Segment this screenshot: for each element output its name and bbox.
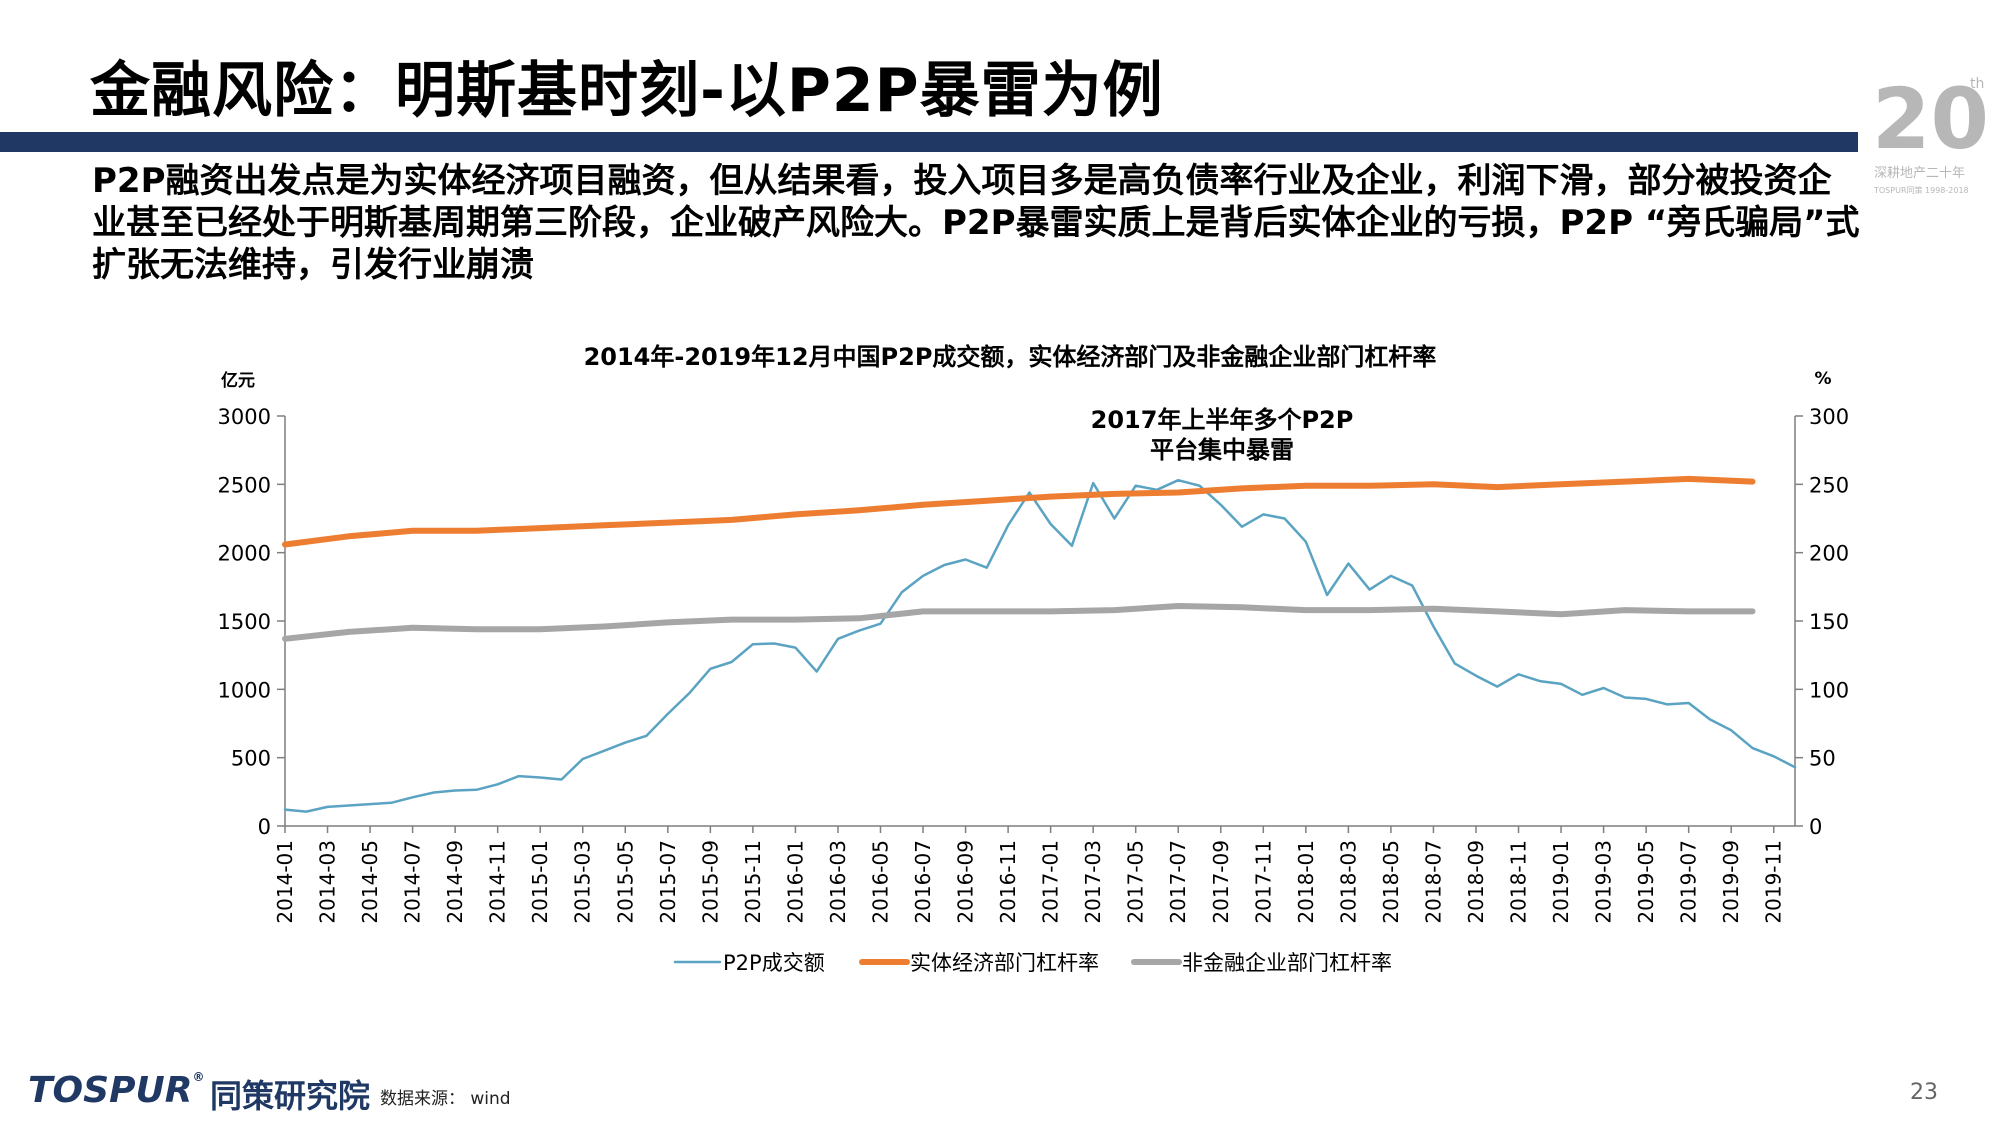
- x-tick-label: 2015-09: [698, 840, 722, 924]
- svg-text:TOSPUR同策 1998-2018: TOSPUR同策 1998-2018: [1873, 185, 1969, 195]
- left-tick-label: 500: [231, 747, 271, 771]
- left-axis-unit: 亿元: [221, 370, 255, 391]
- x-tick-label: 2019-09: [1719, 840, 1743, 924]
- data-source: 数据来源： wind: [380, 1089, 511, 1109]
- x-tick-label: 2018-07: [1421, 840, 1445, 924]
- left-tick-label: 2000: [218, 542, 271, 566]
- legend-label-3: 非金融企业部门杠杆率: [1182, 951, 1392, 975]
- x-tick-label: 2015-07: [656, 840, 680, 924]
- svg-text:深耕地产二十年: 深耕地产二十年: [1874, 165, 1965, 181]
- page-title: 金融风险：明斯基时刻-以P2P暴雷为例: [90, 56, 1164, 126]
- x-tick-label: 2018-05: [1379, 840, 1403, 924]
- x-tick-label: 2015-03: [571, 840, 595, 924]
- x-tick-label: 2017-11: [1251, 840, 1275, 924]
- x-tick-label: 2016-03: [826, 840, 850, 924]
- x-tick-label: 2018-09: [1464, 840, 1488, 924]
- footer-org-name: 同策研究院: [210, 1077, 371, 1115]
- x-tick-label: 2014-03: [316, 840, 340, 924]
- description-text: P2P融资出发点是为实体经济项目融资，但从结果看，投入项目多是高负债率行业及企业…: [92, 161, 1860, 285]
- right-tick-label: 150: [1809, 610, 1849, 634]
- svg-text:th: th: [1970, 76, 1984, 92]
- page-number: 23: [1910, 1080, 1938, 1105]
- right-tick-label: 300: [1809, 405, 1849, 429]
- left-tick-label: 0: [258, 815, 271, 839]
- x-tick-label: 2019-11: [1762, 840, 1786, 924]
- x-tick-label: 2017-07: [1166, 840, 1190, 924]
- series-line-3: [282, 603, 1756, 642]
- x-tick-label: 2017-03: [1081, 840, 1105, 924]
- tospur-logo: TOSPUR®: [28, 1070, 205, 1111]
- right-tick-label: 100: [1809, 678, 1849, 702]
- x-tick-label: 2019-03: [1592, 840, 1616, 924]
- x-tick-label: 2015-01: [528, 840, 552, 924]
- annotation-line-1: 2017年上半年多个P2P: [1091, 406, 1354, 434]
- x-tick-label: 2014-07: [401, 840, 425, 924]
- x-tick-label: 2018-11: [1507, 840, 1531, 924]
- x-tick-label: 2015-11: [741, 840, 765, 924]
- x-tick-label: 2017-01: [1039, 840, 1063, 924]
- right-tick-label: 0: [1809, 815, 1822, 839]
- annotation-line-2: 平台集中暴雷: [1150, 436, 1294, 464]
- left-tick-label: 2500: [218, 473, 271, 497]
- x-tick-label: 2016-09: [954, 840, 978, 924]
- legend: P2P成交额 实体经济部门杠杆率 非金融企业部门杠杆率: [673, 951, 1392, 975]
- x-tick-label: 2014-09: [443, 840, 467, 924]
- x-tick-label: 2018-01: [1294, 840, 1318, 924]
- x-tick-label: 2015-05: [613, 840, 637, 924]
- anniversary-logo: 20 th 深耕地产二十年 TOSPUR同策 1998-2018: [1870, 40, 1990, 200]
- x-tick-label: 2017-05: [1124, 840, 1148, 924]
- x-tick-label: 2016-07: [911, 840, 935, 924]
- series-line-1: [283, 478, 1797, 813]
- x-tick-label: 2019-07: [1677, 840, 1701, 924]
- svg-text:20: 20: [1872, 70, 1989, 168]
- x-tick-label: 2016-11: [996, 840, 1020, 924]
- x-tick-label: 2019-01: [1549, 840, 1573, 924]
- x-tick-label: 2018-03: [1336, 840, 1360, 924]
- axes: 0 500 1000 1500 2000 2500 3000 0 50 100 150 200 250 3…: [218, 405, 1850, 924]
- left-tick-label: 1000: [218, 678, 271, 702]
- x-tick-label: 2019-05: [1634, 840, 1658, 924]
- tospur-logo-text: TOSPUR: [28, 1070, 193, 1111]
- series-line-2: [282, 475, 1756, 548]
- x-tick-label: 2016-01: [783, 840, 807, 924]
- x-tick-label: 2014-01: [273, 840, 297, 924]
- chart-title: 2014年-2019年12月中国P2P成交额，实体经济部门及非金融企业部门杠杆率: [584, 343, 1437, 371]
- legend-label-1: P2P成交额: [723, 951, 825, 975]
- left-tick-label: 1500: [218, 610, 271, 634]
- x-tick-label: 2014-11: [486, 840, 510, 924]
- series-layer: [282, 475, 1797, 813]
- legend-label-2: 实体经济部门杠杆率: [910, 951, 1099, 975]
- x-tick-label: 2017-09: [1209, 840, 1233, 924]
- right-tick-label: 250: [1809, 473, 1849, 497]
- x-tick-label: 2016-05: [868, 840, 892, 924]
- x-tick-label: 2014-05: [358, 840, 382, 924]
- line-chart: 2014年-2019年12月中国P2P成交额，实体经济部门及非金融企业部门杠杆率…: [218, 343, 1850, 975]
- right-tick-label: 50: [1809, 747, 1836, 771]
- title-divider: [0, 132, 1858, 152]
- left-tick-label: 3000: [218, 405, 271, 429]
- right-tick-label: 200: [1809, 542, 1849, 566]
- right-axis-unit: %: [1814, 369, 1831, 389]
